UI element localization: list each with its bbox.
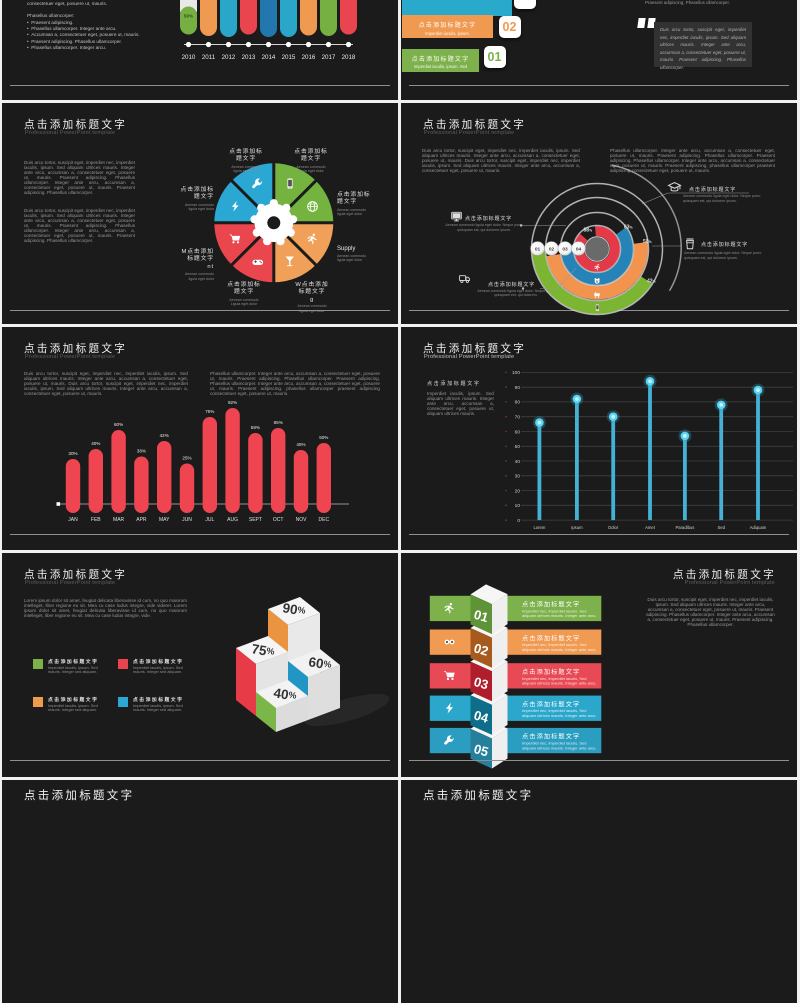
svg-text:FEB: FEB — [91, 517, 101, 523]
svg-text:OCT: OCT — [273, 517, 284, 523]
svg-text:60%: 60% — [308, 654, 333, 672]
svg-text:Dolor: Dolor — [608, 525, 619, 530]
svg-text:0: 0 — [517, 518, 520, 524]
svg-text:02: 02 — [472, 640, 490, 658]
svg-text:01: 01 — [535, 246, 541, 252]
svg-text:25%: 25% — [182, 456, 191, 461]
svg-text:40%: 40% — [91, 441, 100, 446]
svg-text:2011: 2011 — [202, 54, 216, 61]
svg-text:aliquam ultrices mauris. Integ: aliquam ultrices mauris. Integer ante ar… — [522, 681, 596, 686]
svg-text:10: 10 — [515, 503, 521, 509]
svg-text:100: 100 — [512, 370, 520, 376]
svg-text:aliquam ultrices mauris. Integ: aliquam ultrices mauris. Integer ante ar… — [522, 613, 596, 618]
svg-text:Adiquam: Adiquam — [750, 525, 767, 530]
svg-text:05: 05 — [472, 741, 490, 759]
svg-text:01: 01 — [472, 607, 490, 625]
svg-text:Sed: Sed — [717, 525, 725, 530]
svg-text:JAN: JAN — [68, 517, 78, 523]
svg-text:点击添加标题文字: 点击添加标题文字 — [522, 700, 580, 708]
svg-text:点击添加标题文字: 点击添加标题文字 — [522, 601, 580, 609]
svg-text:92%: 92% — [228, 400, 237, 405]
svg-text:02: 02 — [549, 246, 555, 252]
svg-text:2017: 2017 — [322, 54, 336, 61]
svg-text:40: 40 — [515, 459, 521, 465]
svg-text:点击添加标题文字: 点击添加标题文字 — [522, 634, 580, 642]
svg-text:88%: 88% — [584, 228, 593, 234]
svg-text:50%: 50% — [643, 239, 652, 245]
svg-text:65%: 65% — [274, 420, 283, 425]
svg-text:Paradibus: Paradibus — [675, 525, 694, 530]
svg-text:Imperdiet nec, imperdiet iac: Imperdiet nec, imperdiet iaculis, Sed — [522, 642, 586, 647]
svg-text:30%: 30% — [68, 451, 77, 456]
svg-text:SEPT: SEPT — [249, 517, 262, 523]
svg-text:90%: 90% — [282, 600, 307, 618]
svg-text:Imperdiet nec, imperdiet iac: Imperdiet nec, imperdiet iaculis, Sed — [522, 608, 586, 613]
svg-text:2012: 2012 — [222, 54, 236, 61]
svg-text:MAY: MAY — [159, 517, 170, 523]
svg-text:2013: 2013 — [242, 54, 256, 61]
svg-text:Imperdiet nec, imperdiet iac: Imperdiet nec, imperdiet iaculis, Sed — [522, 741, 586, 746]
svg-text:60%: 60% — [114, 422, 123, 427]
svg-text:aliquam ultrices mauris. Integ: aliquam ultrices mauris. Integer ante ar… — [522, 647, 596, 652]
svg-text:30: 30 — [515, 474, 521, 480]
svg-text:60: 60 — [515, 429, 521, 435]
svg-text:75%: 75% — [205, 409, 214, 414]
svg-text:点击添加标题文字: 点击添加标题文字 — [522, 733, 580, 741]
svg-text:50%: 50% — [184, 14, 193, 19]
svg-text:NOV: NOV — [296, 517, 308, 523]
svg-text:AUG: AUG — [227, 517, 238, 523]
svg-text:Imperdiet nec, imperdiet iac: Imperdiet nec, imperdiet iaculis, Sed — [522, 708, 586, 713]
svg-text:2014: 2014 — [262, 54, 276, 61]
svg-text:80: 80 — [515, 400, 521, 406]
svg-text:90: 90 — [515, 385, 521, 391]
svg-text:aliquam ultrices mauris. Integ: aliquam ultrices mauris. Integer ante ar… — [522, 713, 596, 718]
svg-text:63%: 63% — [624, 225, 633, 231]
svg-text:40%: 40% — [273, 685, 298, 703]
svg-text:38%: 38% — [137, 449, 146, 454]
svg-text:JUN: JUN — [182, 517, 192, 523]
svg-text:Ipsum: Ipsum — [571, 525, 583, 530]
svg-text:03: 03 — [562, 246, 568, 252]
svg-text:04: 04 — [472, 708, 491, 727]
svg-text:50%: 50% — [319, 435, 328, 440]
svg-text:75%: 75% — [251, 641, 276, 659]
svg-text:APR: APR — [136, 517, 147, 523]
svg-text:aliquam ultrices mauris. Integ: aliquam ultrices mauris. Integer ante ar… — [522, 745, 596, 750]
svg-text:MAR: MAR — [113, 517, 125, 523]
svg-text:20: 20 — [515, 488, 521, 494]
svg-text:JUL: JUL — [205, 517, 214, 523]
svg-text:2016: 2016 — [302, 54, 316, 61]
svg-text:DEC: DEC — [319, 517, 330, 523]
svg-text:Amet: Amet — [645, 525, 656, 530]
svg-text:2015: 2015 — [282, 54, 296, 61]
svg-text:2018: 2018 — [342, 54, 356, 61]
svg-text:04: 04 — [576, 246, 582, 252]
svg-text:Imperdiet nec, imperdiet iac: Imperdiet nec, imperdiet iaculis, Sed — [522, 676, 586, 681]
svg-text:点击添加标题文字: 点击添加标题文字 — [522, 668, 580, 676]
svg-text:45%: 45% — [296, 442, 305, 447]
svg-text:Lorem: Lorem — [533, 525, 545, 530]
svg-text:58%: 58% — [251, 425, 260, 430]
svg-text:2010: 2010 — [182, 54, 196, 61]
svg-text:42%: 42% — [647, 279, 656, 285]
svg-text:42%: 42% — [160, 433, 169, 438]
svg-text:03: 03 — [472, 674, 490, 692]
svg-text:70: 70 — [515, 415, 521, 421]
svg-text:50: 50 — [515, 444, 521, 450]
